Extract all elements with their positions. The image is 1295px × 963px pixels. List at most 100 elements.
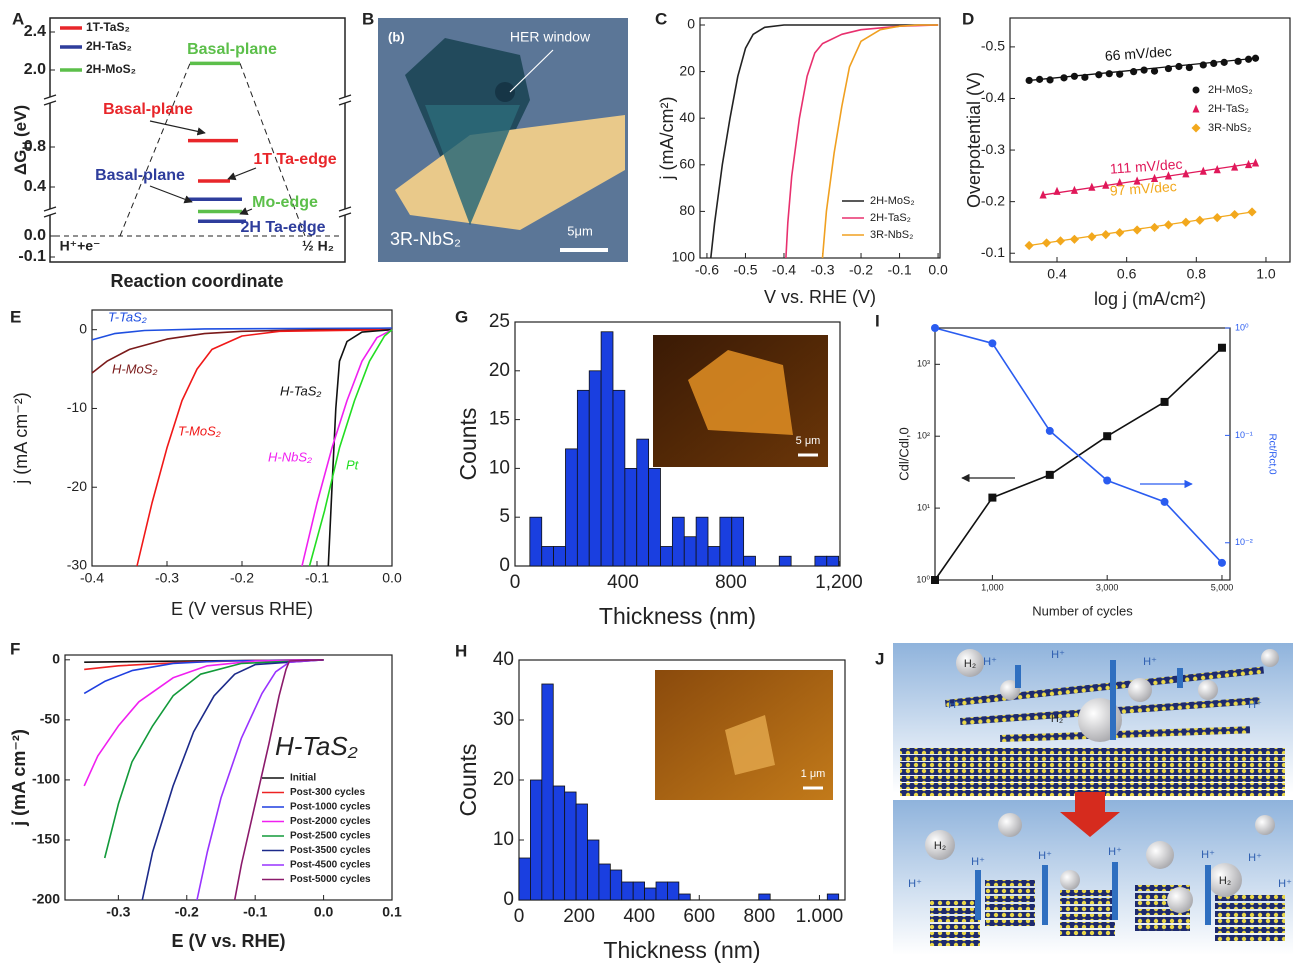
bubble	[1198, 680, 1218, 700]
y-tick-label: 40	[493, 649, 514, 670]
y-axis-label: Overpotential (V)	[964, 72, 984, 208]
y-tick-label: -0.1	[981, 244, 1005, 260]
plot-frame	[92, 310, 392, 566]
point	[1235, 58, 1242, 65]
level-label: 1T Ta-edge	[253, 151, 336, 168]
layer	[985, 888, 1035, 894]
image-label: 3R-NbS₂	[390, 229, 461, 249]
x-tick-label: 1,200	[815, 572, 863, 593]
point	[1192, 124, 1201, 133]
layer	[1060, 898, 1115, 904]
point	[1161, 398, 1169, 406]
layer	[900, 783, 1285, 789]
species-label: H⁺	[948, 699, 962, 711]
y-tick-label: 2.0	[24, 61, 46, 78]
x-tick-label: 1.0	[1256, 265, 1276, 281]
panel-label: H	[455, 641, 467, 660]
legend-label: 2H-TaS₂	[1208, 103, 1249, 115]
curve	[84, 660, 323, 786]
layer	[930, 924, 980, 930]
layer	[900, 769, 1285, 775]
x-tick-label: -0.1	[305, 569, 329, 585]
bar	[696, 517, 708, 566]
point	[1181, 218, 1190, 227]
y-tick-label: 15	[489, 409, 510, 430]
y-tick-label: -200	[32, 891, 60, 907]
species-label: H⁺	[1201, 849, 1215, 861]
bar	[576, 804, 587, 900]
y-tick-label: 10	[493, 829, 514, 850]
y-tick-label: 40	[679, 109, 695, 125]
point	[1056, 236, 1065, 245]
legend-label: Initial	[290, 773, 316, 784]
point	[1210, 60, 1217, 67]
species-label: H₂	[934, 840, 946, 852]
species-label: H₂	[1219, 875, 1231, 887]
y-tick-label: 60	[679, 155, 695, 171]
bar	[519, 858, 530, 900]
plot-frame	[935, 328, 1230, 580]
level-label: Basal-plane	[103, 101, 193, 118]
layer	[1135, 917, 1190, 923]
y-tick-label: 30	[493, 709, 514, 730]
point	[1195, 216, 1204, 225]
point	[1213, 213, 1222, 222]
panel-label: D	[962, 9, 974, 28]
panel-label: C	[655, 9, 667, 28]
layer	[985, 904, 1035, 910]
layer	[1135, 925, 1190, 931]
fit-annotation: 66 mV/dec	[1104, 43, 1172, 64]
x-tick-label: 3,000	[1096, 582, 1119, 592]
y-tick-label: 0	[499, 555, 510, 576]
bar	[601, 332, 613, 566]
x-tick-label: 0.6	[1117, 265, 1137, 281]
species-label: H₂	[964, 658, 976, 670]
bar	[565, 792, 576, 900]
y-tick-label: -10	[67, 399, 87, 415]
bar	[622, 882, 633, 900]
point	[1150, 223, 1159, 232]
panel-label: E	[10, 307, 21, 326]
level-label: 2H Ta-edge	[240, 219, 325, 236]
layer	[1215, 903, 1285, 909]
bubble	[1261, 649, 1279, 667]
point	[1103, 432, 1111, 440]
x-tick-label: 0.0	[928, 261, 948, 277]
point	[1165, 65, 1172, 72]
y-axis-label-unit: (eV)	[11, 105, 30, 142]
layer	[1215, 919, 1285, 925]
y-axis-label-main: ΔG	[11, 150, 30, 175]
y2-axis-label: Rct/Rct,0	[1266, 433, 1277, 475]
point	[1247, 207, 1256, 216]
species-label: H⁺	[983, 656, 997, 668]
bar	[577, 390, 589, 566]
legend-label: 3R-NbS₂	[870, 229, 913, 241]
point	[1252, 55, 1259, 62]
bar	[588, 840, 599, 900]
x-axis-label: log j (mA/cm²)	[1094, 289, 1206, 309]
y-axis-label: ΔGH (eV)	[11, 105, 32, 175]
point	[1130, 68, 1137, 75]
bar	[542, 546, 554, 566]
species-label: H⁺	[1278, 878, 1292, 890]
curve	[137, 330, 392, 566]
x-tick-label: -0.1	[243, 903, 267, 919]
species-label: H⁺	[1038, 850, 1052, 862]
y-tick-label: 80	[679, 202, 695, 218]
x-tick-label: 400	[607, 572, 639, 593]
point	[1095, 71, 1102, 78]
legend-label: 2H-TaS₂	[870, 212, 911, 224]
x-tick-label: 0.1	[382, 903, 402, 919]
bar	[554, 546, 566, 566]
bar	[553, 786, 564, 900]
page: HER figure panels A–J {"chart_data": [ {…	[0, 0, 1295, 963]
y-tick-label: 0	[687, 16, 695, 32]
y-tick-label: -0.3	[981, 141, 1005, 157]
point	[1026, 77, 1033, 84]
species-label: H₂	[1051, 713, 1063, 725]
x-tick-label: 1,000	[981, 582, 1004, 592]
point	[1081, 74, 1088, 81]
legend-label: Post-2500 cycles	[290, 831, 371, 842]
image-label: (b)	[388, 29, 405, 44]
legend-label: 3R-NbS₂	[1208, 122, 1251, 134]
